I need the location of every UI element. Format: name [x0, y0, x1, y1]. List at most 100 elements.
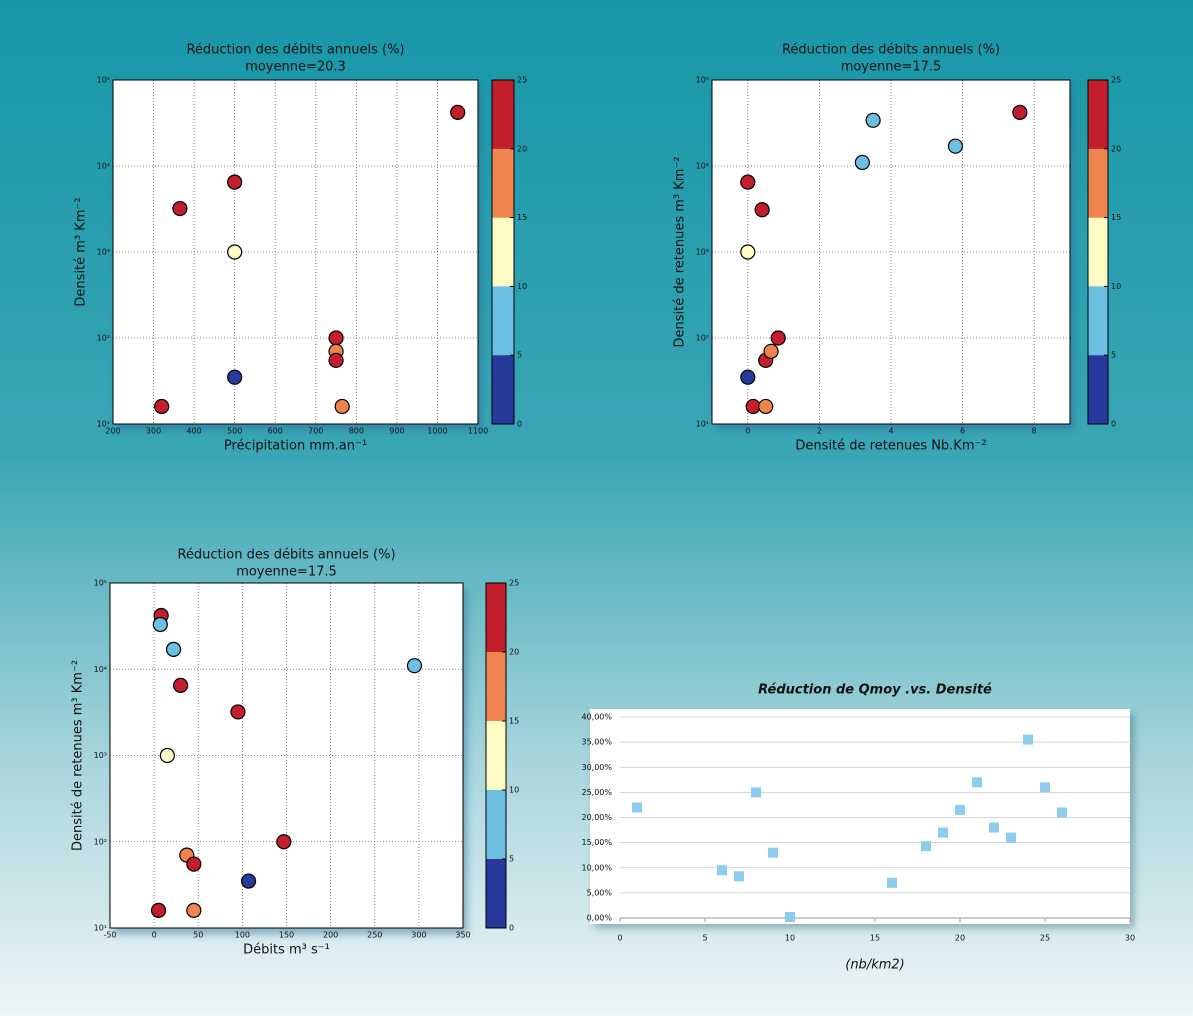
- page: Réduction des débits annuels (%) moyenne=…: [0, 0, 1193, 1016]
- colorbar-band: [1088, 355, 1108, 424]
- x-tick-label: 500: [227, 427, 242, 436]
- point: [887, 878, 897, 888]
- point: [231, 705, 245, 719]
- point: [329, 331, 343, 345]
- x-tick-label: 1000: [427, 427, 447, 436]
- point: [242, 874, 256, 888]
- point: [1057, 807, 1067, 817]
- x-tick-label: 400: [186, 427, 201, 436]
- panel: [590, 709, 1130, 924]
- colorbar-tick-label: 5: [1111, 351, 1116, 360]
- colorbar-tick-label: 20: [1111, 144, 1121, 153]
- x-tick-label: 15: [870, 934, 880, 943]
- point: [228, 245, 242, 259]
- point: [741, 175, 755, 189]
- x-tick-label: 6: [960, 427, 965, 436]
- colorbar-tick-label: 25: [509, 579, 519, 588]
- point: [174, 678, 188, 692]
- y-axis-label: Densité de retenues m³ Km⁻²: [71, 660, 86, 851]
- x-tick-label: 25: [1040, 934, 1050, 943]
- y-tick-label: 10²: [696, 334, 709, 343]
- point: [160, 749, 174, 763]
- point: [785, 912, 795, 922]
- colorbar-band: [486, 652, 506, 721]
- colorbar-tick-label: 0: [1111, 420, 1116, 429]
- x-tick-label: 0: [745, 427, 750, 436]
- point: [755, 203, 769, 217]
- point: [955, 805, 965, 815]
- point: [921, 841, 931, 851]
- chart-subtitle: moyenne=17.5: [236, 565, 337, 580]
- x-tick-label: 30: [1125, 934, 1135, 943]
- y-tick-label: 10,00%: [581, 863, 612, 872]
- colorbar-tick-label: 0: [517, 420, 522, 429]
- point: [972, 777, 982, 787]
- point: [741, 370, 755, 384]
- colorbar-tick-label: 20: [517, 144, 527, 153]
- chart-title: Réduction des débits annuels (%): [177, 548, 395, 563]
- colorbar-band: [492, 80, 514, 149]
- colorbar-band: [486, 721, 506, 790]
- colorbar-band: [492, 286, 514, 355]
- y-tick-label: 10³: [94, 751, 107, 760]
- colorbar-tick-label: 5: [509, 855, 514, 864]
- colorbar-tick-label: 5: [517, 351, 522, 360]
- y-tick-label: 15,00%: [581, 838, 612, 847]
- x-tick-label: 700: [308, 427, 323, 436]
- y-tick-label: 10⁵: [94, 579, 107, 588]
- y-axis-label: Densité de retenues m³ Km⁻²: [673, 156, 688, 347]
- point: [228, 370, 242, 384]
- x-tick-label: 20: [955, 934, 965, 943]
- point: [173, 202, 187, 216]
- x-axis-label: (nb/km2): [845, 958, 904, 973]
- colorbar-tick-label: 20: [509, 648, 519, 657]
- y-tick-label: 10⁵: [696, 76, 709, 85]
- y-tick-label: 30,00%: [581, 763, 612, 772]
- chart-subtitle: moyenne=20.3: [245, 60, 346, 75]
- point: [751, 787, 761, 797]
- point: [187, 857, 201, 871]
- x-tick-label: 2: [817, 427, 822, 436]
- point: [866, 113, 880, 127]
- point: [855, 155, 869, 169]
- y-tick-label: 10²: [94, 837, 107, 846]
- point: [746, 399, 760, 413]
- y-tick-label: 10²: [97, 334, 110, 343]
- point: [759, 399, 773, 413]
- point: [152, 903, 166, 917]
- x-tick-label: 200: [105, 427, 120, 436]
- x-tick-label: 350: [455, 931, 470, 940]
- colorbar-band: [486, 859, 506, 928]
- colorbar-band: [1088, 218, 1108, 287]
- point: [734, 871, 744, 881]
- y-tick-label: 10³: [97, 248, 110, 257]
- chart-subtitle: moyenne=17.5: [841, 60, 942, 75]
- y-tick-label: 10⁴: [97, 162, 110, 171]
- x-axis-label: Débits m³ s⁻¹: [243, 943, 330, 958]
- x-tick-label: 800: [349, 427, 364, 436]
- point: [938, 828, 948, 838]
- y-tick-label: 10⁴: [696, 162, 709, 171]
- y-tick-label: 10⁵: [97, 76, 110, 85]
- y-tick-label: 10⁴: [94, 665, 107, 674]
- colorbar-tick-label: 25: [517, 76, 527, 85]
- colorbar-band: [492, 355, 514, 424]
- point: [771, 331, 785, 345]
- point: [407, 659, 421, 673]
- y-tick-label: 20,00%: [581, 813, 612, 822]
- point: [1040, 782, 1050, 792]
- colorbar-band: [486, 790, 506, 859]
- point: [277, 835, 291, 849]
- colorbar-tick-label: 10: [1111, 282, 1121, 291]
- colorbar-band: [486, 583, 506, 652]
- x-tick-label: 10: [785, 934, 795, 943]
- point: [187, 903, 201, 917]
- x-tick-label: 900: [389, 427, 404, 436]
- x-tick-label: 5: [702, 934, 707, 943]
- colorbar-tick-label: 10: [517, 282, 527, 291]
- y-tick-label: 35,00%: [581, 738, 612, 747]
- colorbar-tick-label: 15: [509, 717, 519, 726]
- point: [948, 139, 962, 153]
- colorbar-tick-label: 25: [1111, 76, 1121, 85]
- x-tick-label: 0: [152, 931, 157, 940]
